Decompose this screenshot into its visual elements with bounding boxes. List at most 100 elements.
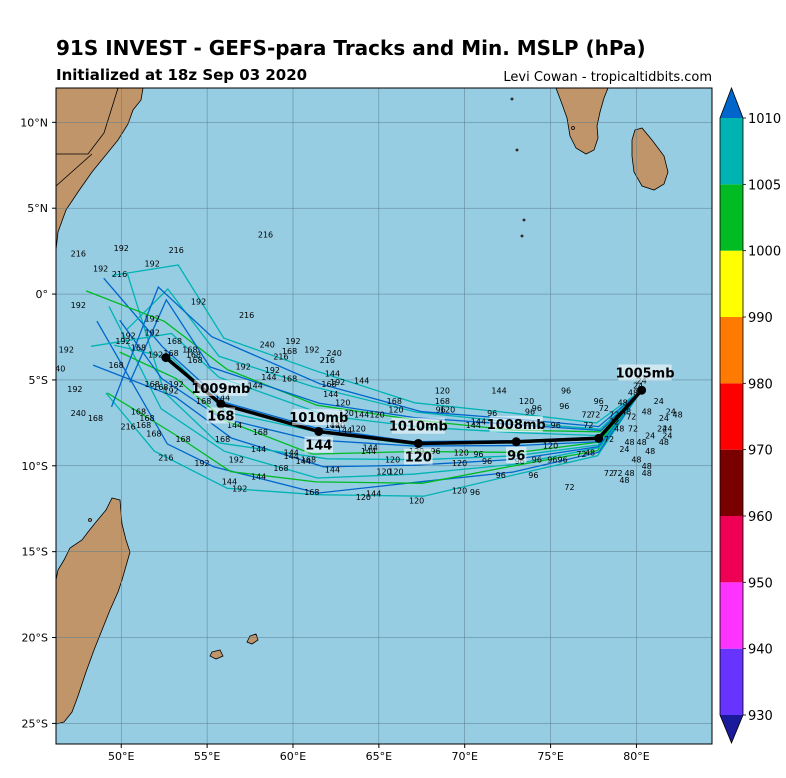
forecast-hour-label: 144: [227, 421, 242, 430]
forecast-hour-label: 120: [369, 411, 384, 420]
ensemble-member-track: [106, 389, 643, 484]
forecast-hour-label: 216: [169, 246, 184, 255]
forecast-hour-label: 168: [187, 356, 202, 365]
lat-label: 15°S: [22, 546, 48, 559]
mean-track-point: [413, 438, 423, 448]
colorbar-label: 1010: [748, 112, 781, 127]
forecast-hour-label: 72: [628, 424, 638, 433]
forecast-hour-label: 168: [273, 464, 288, 473]
mean-track-label: 120: [405, 451, 432, 466]
forecast-hour-label: 144: [323, 390, 338, 399]
forecast-hour-label: 24: [636, 376, 646, 385]
forecast-hour-label: 96: [528, 471, 538, 480]
forecast-hour-label: 240: [71, 409, 86, 418]
forecast-hour-label: 192: [285, 337, 300, 346]
forecast-hour-label: 192: [59, 345, 74, 354]
lon-label: 60°E: [280, 750, 306, 763]
mean-track-label: 1008mb: [487, 418, 546, 433]
forecast-hour-label: 192: [194, 459, 209, 468]
forecast-hour-label: 192: [145, 315, 160, 324]
forecast-hour-label: 144: [354, 376, 369, 385]
forecast-hour-label: 240: [327, 349, 342, 358]
forecast-hour-label: 168: [88, 414, 103, 423]
forecast-hour-label: 96: [532, 455, 542, 464]
forecast-hour-label: 48: [636, 438, 646, 447]
ensemble-member-track: [119, 351, 643, 455]
forecast-hour-label: 168: [301, 455, 316, 464]
forecast-hour-label: 168: [387, 397, 402, 406]
mean-track-point: [161, 353, 171, 363]
mean-label-box: [404, 448, 433, 465]
forecast-hour-label: 168: [175, 435, 190, 444]
mean-track-point: [314, 426, 324, 436]
lat-label: 10°S: [22, 460, 48, 473]
ensemble-member-track: [92, 364, 643, 468]
forecast-hour-label: 72: [604, 469, 614, 478]
forecast-hour-label: 96: [470, 488, 480, 497]
forecast-hour-label: 120: [351, 424, 366, 433]
ensemble-member-track: [110, 285, 643, 428]
forecast-hour-label: 144: [251, 445, 266, 454]
colorbar-segment: [720, 184, 743, 251]
forecast-hour-label: 96: [487, 409, 497, 418]
forecast-hour-label: 48: [631, 455, 641, 464]
forecast-hour-label: 216: [112, 270, 127, 279]
forecast-hour-label: 144: [361, 447, 376, 456]
colorbar-label: 970: [748, 444, 773, 459]
reunion: [209, 649, 224, 660]
lon-label: 55°E: [194, 750, 220, 763]
forecast-hour-label: 192: [120, 332, 135, 341]
lat-label: 20°S: [22, 632, 48, 645]
colorbar-under-arrow: [720, 715, 743, 743]
forecast-hour-label: 120: [454, 448, 469, 457]
forecast-hour-label: 168: [167, 337, 182, 346]
forecast-hour-label: 48: [624, 438, 634, 447]
forecast-hour-label: 120: [440, 406, 455, 415]
mean-track-label: 168: [207, 409, 234, 424]
forecast-hour-label: 168: [196, 397, 211, 406]
forecast-hour-label: 168: [163, 349, 178, 358]
forecast-hour-label: 48: [659, 438, 669, 447]
forecast-hour-label: 72: [599, 404, 609, 413]
forecast-hour-label: 144: [337, 426, 352, 435]
lat-label: 0°: [36, 288, 49, 301]
forecast-hour-label: 192: [304, 345, 319, 354]
forecast-hour-label: 120: [388, 467, 403, 476]
mean-label-box: [506, 446, 527, 463]
forecast-hour-label: 24: [633, 382, 643, 391]
forecast-hour-label: 72: [564, 483, 574, 492]
ensemble-member-track: [111, 264, 642, 424]
forecast-hour-label: 144: [284, 452, 299, 461]
forecast-hour-label: 168: [131, 344, 146, 353]
forecast-hour-label: 192: [191, 297, 206, 306]
forecast-hour-label: 120: [435, 387, 450, 396]
forecast-hour-label: 144: [466, 421, 481, 430]
forecast-hour-label: 48: [645, 447, 655, 456]
forecast-hour-label: 96: [559, 402, 569, 411]
forecast-hour-label: 24: [662, 424, 672, 433]
forecast-hour-label: 144: [222, 478, 237, 487]
forecast-hour-label: 144: [325, 370, 340, 379]
forecast-hour-label: 48: [628, 388, 638, 397]
mean-label-box: [391, 417, 445, 434]
forecast-hour-label: 216: [273, 352, 288, 361]
mean-track-label: 1010mb: [289, 411, 348, 426]
forecast-hour-label: 72: [609, 411, 619, 420]
forecast-hour-label: 168: [215, 435, 230, 444]
lat-label: 25°S: [22, 717, 48, 730]
credit: Levi Cowan - tropicaltidbits.com: [503, 70, 712, 85]
forecast-hour-label: 48: [621, 407, 631, 416]
forecast-hour-label: 96: [473, 450, 483, 459]
forecast-hour-label: 96: [430, 447, 440, 456]
forecast-hour-label: 24: [645, 431, 655, 440]
colorbar-segment: [720, 648, 743, 715]
mean-track-point: [637, 385, 647, 395]
colorbar-label: 1000: [748, 245, 781, 260]
forecast-hour-label: 192: [114, 244, 129, 253]
colorbar-segment: [720, 250, 743, 317]
colorbar-label: 940: [748, 643, 773, 658]
forecast-hour-label: 144: [491, 387, 506, 396]
forecast-hour-label: 72: [590, 411, 600, 420]
